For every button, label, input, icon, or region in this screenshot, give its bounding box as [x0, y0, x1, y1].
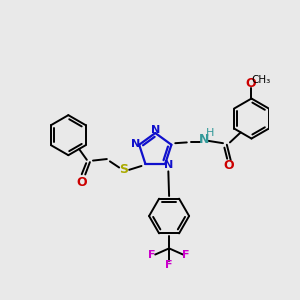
Text: N: N — [131, 139, 141, 149]
Text: N: N — [199, 133, 209, 146]
Text: N: N — [151, 125, 160, 135]
Text: F: F — [165, 260, 173, 269]
Text: H: H — [206, 128, 214, 138]
Text: F: F — [182, 250, 190, 260]
Text: S: S — [119, 163, 128, 176]
Text: O: O — [245, 77, 256, 90]
Text: O: O — [223, 159, 234, 172]
Text: N: N — [164, 160, 174, 170]
Text: O: O — [76, 176, 87, 189]
Text: CH₃: CH₃ — [251, 75, 270, 85]
Text: F: F — [148, 250, 156, 260]
